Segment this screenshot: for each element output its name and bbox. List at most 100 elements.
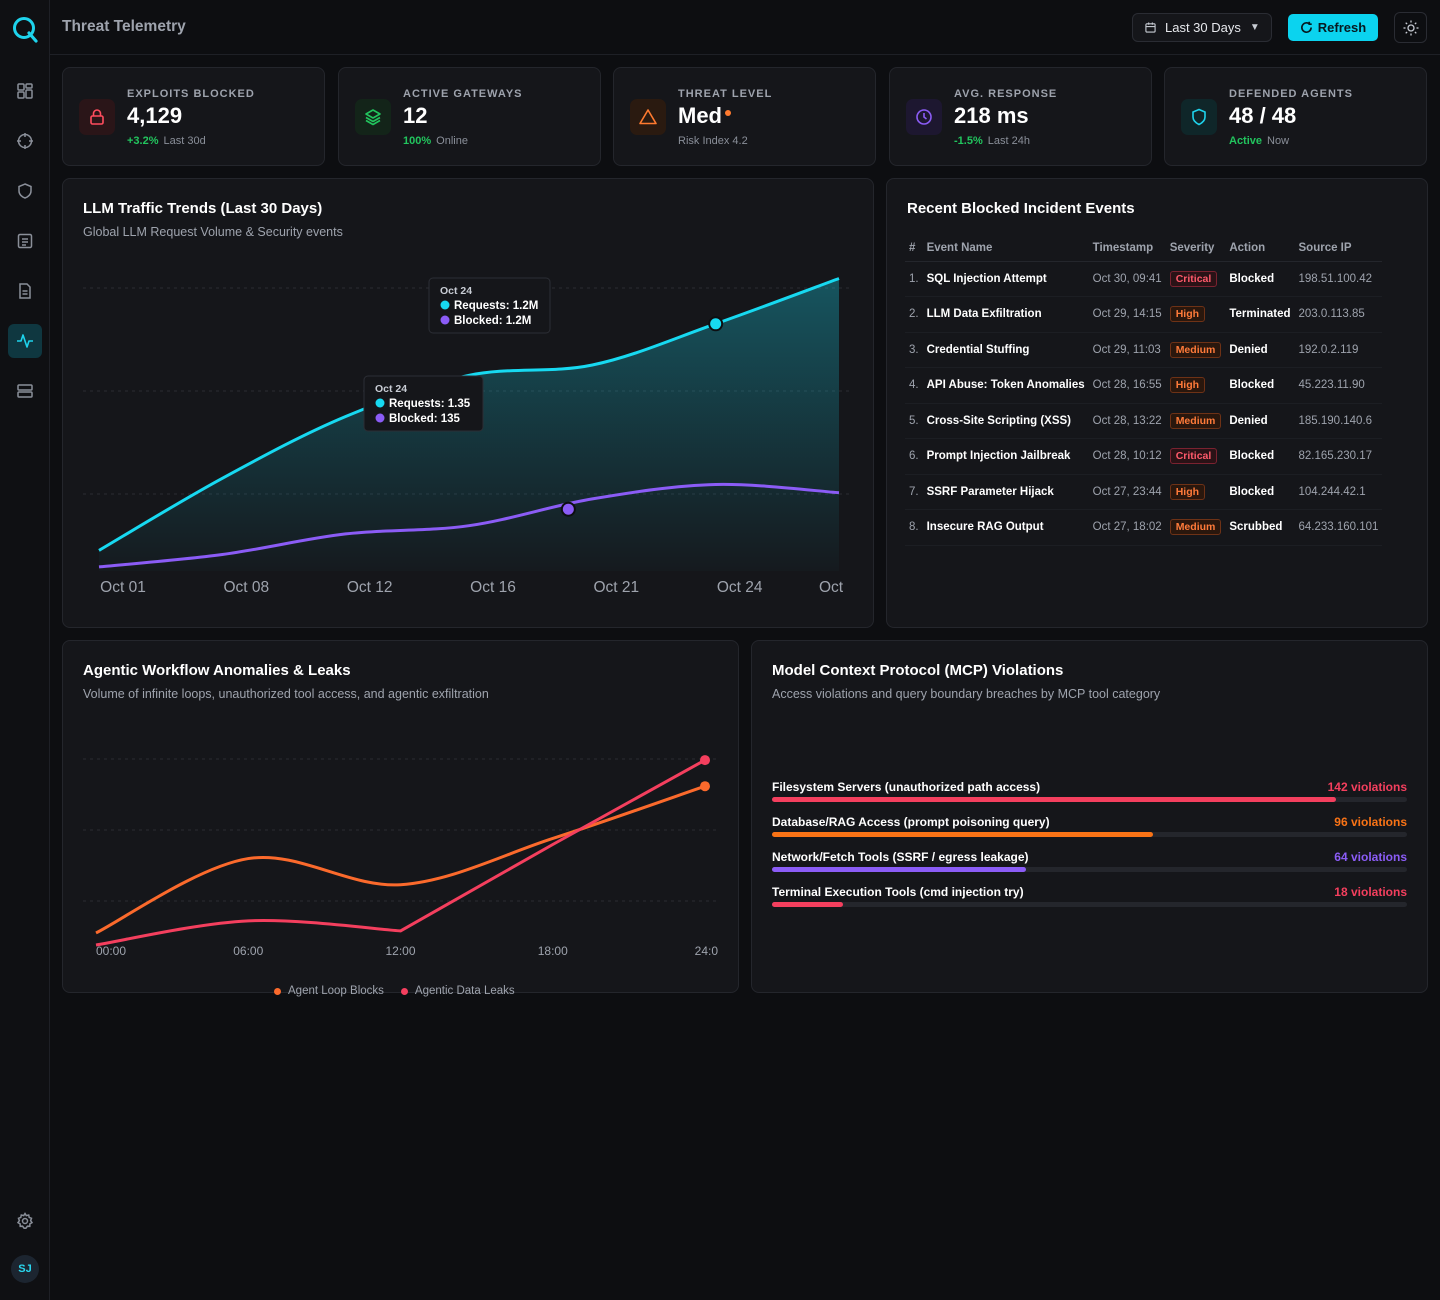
traffic-chart[interactable]: Oct 01 Oct 08 Oct 12 Oct 16 Oct 21 Oct 24 Oct … — [63, 179, 875, 629]
panel-title: Model Context Protocol (MCP) Violations — [772, 662, 1064, 679]
event-name: LLM Data Exfiltration — [922, 296, 1089, 333]
avatar[interactable]: SJ — [11, 1255, 39, 1283]
chart-tooltip: Oct 24 Requests: 1.35 Blocked: 135 — [363, 375, 484, 432]
table-row[interactable]: 8. Insecure RAG Output Oct 27, 18:02 Medium… — [905, 509, 1383, 546]
mcp-violation-row[interactable]: Terminal Execution Tools (cmd injection … — [772, 885, 1407, 915]
date-range-label: Last 30 Days — [1165, 20, 1241, 35]
severity: High — [1165, 296, 1226, 333]
requests-point[interactable] — [708, 316, 724, 332]
warning-icon — [630, 99, 666, 135]
mcp-category-label: Filesystem Servers (unauthorized path ac… — [772, 780, 1041, 794]
table-row[interactable]: 4. API Abuse: Token Anomalies Oct 28, 16:5… — [905, 367, 1383, 404]
panel-title: Recent Blocked Incident Events — [907, 200, 1135, 217]
incidents-table: # Event Name Timestamp Severity Action S… — [905, 235, 1383, 546]
stat-label: DEFENDED AGENTS — [1229, 88, 1353, 100]
column-header[interactable]: Source IP — [1294, 235, 1383, 262]
mcp-violation-count: 64 violations — [1334, 850, 1407, 864]
table-row[interactable]: 6. Prompt Injection Jailbreak Oct 28, 10:1… — [905, 438, 1383, 475]
chart-legend: Agent Loop Blocks Agentic Data Leaks — [274, 985, 532, 997]
sun-icon — [1403, 20, 1418, 35]
mcp-progress-track — [772, 797, 1407, 802]
severity-badge: Medium — [1169, 341, 1222, 358]
table-row[interactable]: 1. SQL Injection Attempt Oct 30, 09:41 Crit… — [905, 261, 1383, 297]
data-leaks-line — [95, 758, 706, 947]
row-number: 1. — [905, 261, 923, 297]
table-row[interactable]: 5. Cross-Site Scripting (XSS) Oct 28, 13:2… — [905, 403, 1383, 439]
table-row[interactable]: 7. SSRF Parameter Hijack Oct 27, 23:44 High… — [905, 474, 1383, 510]
column-header[interactable]: Action — [1225, 235, 1295, 262]
loop-end-point[interactable] — [700, 781, 710, 792]
refresh-icon — [1300, 21, 1312, 33]
mcp-violation-row[interactable]: Filesystem Servers (unauthorized path ac… — [772, 780, 1407, 810]
stat-sub: 100% Online — [403, 135, 468, 147]
blocked-point[interactable] — [560, 501, 576, 517]
mcp-category-label: Terminal Execution Tools (cmd injection … — [772, 885, 1024, 899]
settings-icon[interactable] — [8, 1204, 42, 1238]
stat-sub: Risk Index 4.2 — [678, 135, 748, 147]
theme-toggle-button[interactable] — [1394, 12, 1427, 43]
stat-sub: -1.5% Last 24h — [954, 135, 1030, 147]
dashboard-icon[interactable] — [8, 74, 42, 108]
row-number: 4. — [905, 367, 923, 404]
date-range-select[interactable]: Last 30 Days ▼ — [1132, 13, 1272, 42]
mcp-progress-fill — [772, 797, 1336, 802]
severity-badge: High — [1169, 306, 1206, 323]
source-ip: 64.233.160.101 — [1294, 509, 1383, 546]
mcp-violation-row[interactable]: Network/Fetch Tools (SSRF / egress leaka… — [772, 850, 1407, 880]
mcp-violation-row[interactable]: Database/RAG Access (prompt poisoning qu… — [772, 815, 1407, 845]
x-tick-label: 12:00 — [385, 944, 415, 958]
activity-icon[interactable] — [8, 324, 42, 358]
mcp-progress-track — [772, 867, 1407, 872]
table-row[interactable]: 2. LLM Data Exfiltration Oct 29, 14:15 High… — [905, 296, 1383, 333]
severity: Medium — [1165, 509, 1226, 546]
timestamp: Oct 29, 14:15 — [1088, 296, 1166, 333]
action: Blocked — [1225, 474, 1295, 510]
traffic-chart-panel: LLM Traffic Trends (Last 30 Days) Global… — [62, 178, 874, 628]
stat-value: 12 — [403, 103, 428, 128]
source-ip: 198.51.100.42 — [1294, 261, 1383, 297]
column-header[interactable]: Severity — [1165, 235, 1226, 262]
agentic-chart[interactable]: 00:00 06:00 12:00 18:00 24:0 — [63, 641, 740, 981]
table-row[interactable]: 3. Credential Stuffing Oct 29, 11:03 Medium… — [905, 332, 1383, 368]
mcp-progress-fill — [772, 832, 1153, 837]
server-icon[interactable] — [8, 374, 42, 408]
refresh-button[interactable]: Refresh — [1288, 14, 1378, 41]
column-header[interactable]: # — [905, 235, 923, 262]
svg-text:Requests: 1.2M: Requests: 1.2M — [454, 300, 538, 312]
row-number: 5. — [905, 403, 923, 439]
mcp-category-label: Network/Fetch Tools (SSRF / egress leaka… — [772, 850, 1029, 864]
stat-value: 48 / 48 — [1229, 103, 1297, 128]
legend-item[interactable]: Agent Loop Blocks — [274, 985, 384, 997]
leak-end-point[interactable] — [700, 755, 710, 766]
panel-subtitle: Volume of infinite loops, unauthorized t… — [83, 687, 489, 701]
column-header[interactable]: Timestamp — [1088, 235, 1166, 262]
row-number: 6. — [905, 438, 923, 475]
panel-subtitle: Access violations and query boundary bre… — [772, 687, 1161, 701]
x-tick-label: Oct 21 — [593, 579, 639, 596]
legend-item[interactable]: Agentic Data Leaks — [400, 985, 515, 997]
stat-sub: +3.2% Last 30d — [127, 135, 206, 147]
action: Scrubbed — [1225, 509, 1295, 546]
app-logo[interactable] — [10, 14, 40, 44]
source-ip: 203.0.113.85 — [1294, 296, 1383, 333]
crosshair-icon[interactable] — [8, 124, 42, 158]
mcp-progress-track — [772, 832, 1407, 837]
shield-icon — [1181, 99, 1217, 135]
lock-icon — [79, 99, 115, 135]
x-tick-label: Oct 01 — [100, 579, 146, 596]
panel-title: LLM Traffic Trends (Last 30 Days) — [83, 200, 323, 217]
column-header[interactable]: Event Name — [922, 235, 1089, 262]
severity-badge: Critical — [1169, 448, 1218, 465]
row-number: 3. — [905, 332, 923, 368]
x-tick-label: 18:00 — [538, 944, 568, 958]
timestamp: Oct 28, 10:12 — [1088, 438, 1166, 475]
mcp-progress-track — [772, 902, 1407, 907]
document-icon[interactable] — [8, 274, 42, 308]
list-icon[interactable] — [8, 224, 42, 258]
refresh-label: Refresh — [1317, 20, 1367, 35]
agentic-chart-panel: Agentic Workflow Anomalies & Leaks Volum… — [62, 640, 740, 997]
shield-nav-icon[interactable] — [8, 174, 42, 208]
stat-value: Med — [678, 103, 731, 129]
svg-text:Blocked: 135: Blocked: 135 — [389, 413, 461, 425]
incidents-panel: Recent Blocked Incident Events # Event N… — [886, 178, 1428, 628]
